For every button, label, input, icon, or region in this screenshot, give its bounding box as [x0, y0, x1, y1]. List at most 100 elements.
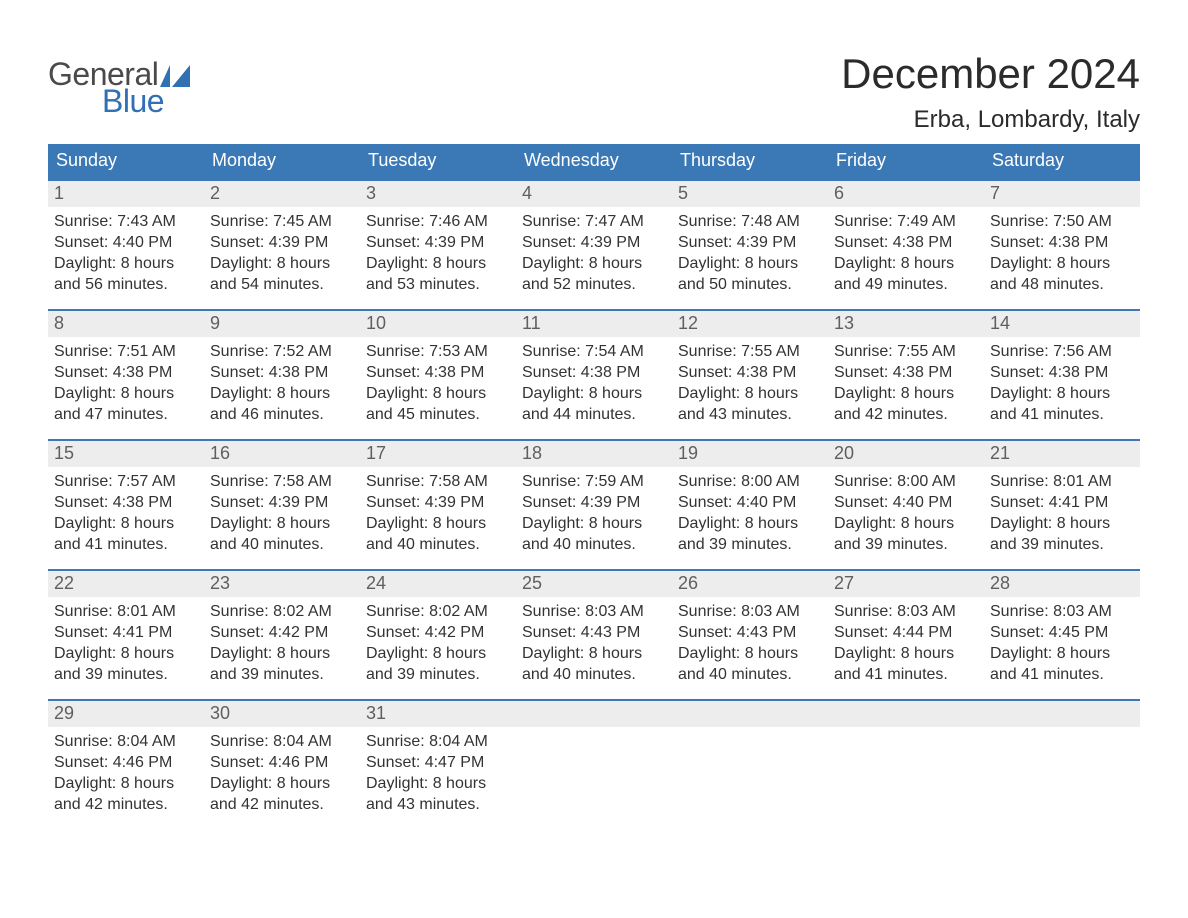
sunset-line: Sunset: 4:42 PM — [210, 622, 354, 643]
daylight-line: and 40 minutes. — [210, 534, 354, 555]
sunrise-line: Sunrise: 7:53 AM — [366, 341, 510, 362]
dow-cell: Saturday — [984, 144, 1140, 179]
day-body: Sunrise: 8:01 AMSunset: 4:41 PMDaylight:… — [984, 467, 1140, 555]
sunrise-line: Sunrise: 8:03 AM — [834, 601, 978, 622]
day-number: 21 — [984, 441, 1140, 467]
day-body: Sunrise: 7:50 AMSunset: 4:38 PMDaylight:… — [984, 207, 1140, 295]
day-cell: 9Sunrise: 7:52 AMSunset: 4:38 PMDaylight… — [204, 311, 360, 439]
daylight-line: and 39 minutes. — [54, 664, 198, 685]
daylight-line: and 45 minutes. — [366, 404, 510, 425]
sunset-line: Sunset: 4:39 PM — [366, 492, 510, 513]
day-body: Sunrise: 8:02 AMSunset: 4:42 PMDaylight:… — [204, 597, 360, 685]
location: Erba, Lombardy, Italy — [841, 106, 1140, 134]
day-body: Sunrise: 8:00 AMSunset: 4:40 PMDaylight:… — [672, 467, 828, 555]
day-number: 13 — [828, 311, 984, 337]
day-number: 2 — [204, 181, 360, 207]
sunset-line: Sunset: 4:38 PM — [366, 362, 510, 383]
daylight-line: Daylight: 8 hours — [678, 383, 822, 404]
dow-cell: Thursday — [672, 144, 828, 179]
day-body: Sunrise: 7:58 AMSunset: 4:39 PMDaylight:… — [360, 467, 516, 555]
day-cell: 3Sunrise: 7:46 AMSunset: 4:39 PMDaylight… — [360, 181, 516, 309]
sunrise-line: Sunrise: 8:01 AM — [54, 601, 198, 622]
day-number: 6 — [828, 181, 984, 207]
sunrise-line: Sunrise: 8:02 AM — [366, 601, 510, 622]
sunrise-line: Sunrise: 7:58 AM — [366, 471, 510, 492]
daylight-line: and 46 minutes. — [210, 404, 354, 425]
sunset-line: Sunset: 4:38 PM — [834, 232, 978, 253]
day-cell: 10Sunrise: 7:53 AMSunset: 4:38 PMDayligh… — [360, 311, 516, 439]
dow-cell: Monday — [204, 144, 360, 179]
day-body: Sunrise: 8:04 AMSunset: 4:46 PMDaylight:… — [204, 727, 360, 815]
sunset-line: Sunset: 4:38 PM — [990, 362, 1134, 383]
day-cell — [828, 701, 984, 829]
sunrise-line: Sunrise: 7:52 AM — [210, 341, 354, 362]
sunset-line: Sunset: 4:40 PM — [834, 492, 978, 513]
calendar: SundayMondayTuesdayWednesdayThursdayFrid… — [48, 144, 1140, 829]
day-body: Sunrise: 7:47 AMSunset: 4:39 PMDaylight:… — [516, 207, 672, 295]
sunrise-line: Sunrise: 8:03 AM — [990, 601, 1134, 622]
day-body: Sunrise: 7:46 AMSunset: 4:39 PMDaylight:… — [360, 207, 516, 295]
daylight-line: Daylight: 8 hours — [678, 643, 822, 664]
daylight-line: and 54 minutes. — [210, 274, 354, 295]
sunrise-line: Sunrise: 8:00 AM — [678, 471, 822, 492]
daylight-line: and 40 minutes. — [522, 664, 666, 685]
month-title: December 2024 — [841, 50, 1140, 98]
sunset-line: Sunset: 4:39 PM — [522, 232, 666, 253]
daylight-line: Daylight: 8 hours — [522, 253, 666, 274]
sunrise-line: Sunrise: 7:50 AM — [990, 211, 1134, 232]
day-body: Sunrise: 7:53 AMSunset: 4:38 PMDaylight:… — [360, 337, 516, 425]
sunset-line: Sunset: 4:39 PM — [210, 232, 354, 253]
daylight-line: and 43 minutes. — [678, 404, 822, 425]
sunset-line: Sunset: 4:40 PM — [54, 232, 198, 253]
sunrise-line: Sunrise: 8:01 AM — [990, 471, 1134, 492]
sunset-line: Sunset: 4:38 PM — [990, 232, 1134, 253]
day-cell: 29Sunrise: 8:04 AMSunset: 4:46 PMDayligh… — [48, 701, 204, 829]
sunrise-line: Sunrise: 8:04 AM — [210, 731, 354, 752]
daylight-line: and 41 minutes. — [54, 534, 198, 555]
daylight-line: and 39 minutes. — [210, 664, 354, 685]
day-cell: 30Sunrise: 8:04 AMSunset: 4:46 PMDayligh… — [204, 701, 360, 829]
daylight-line: Daylight: 8 hours — [366, 513, 510, 534]
day-body: Sunrise: 7:56 AMSunset: 4:38 PMDaylight:… — [984, 337, 1140, 425]
day-body: Sunrise: 8:03 AMSunset: 4:43 PMDaylight:… — [672, 597, 828, 685]
day-body: Sunrise: 8:00 AMSunset: 4:40 PMDaylight:… — [828, 467, 984, 555]
daylight-line: Daylight: 8 hours — [210, 383, 354, 404]
daylight-line: and 40 minutes. — [678, 664, 822, 685]
day-number: 25 — [516, 571, 672, 597]
daylight-line: and 56 minutes. — [54, 274, 198, 295]
day-cell: 7Sunrise: 7:50 AMSunset: 4:38 PMDaylight… — [984, 181, 1140, 309]
logo-text-blue: Blue — [102, 83, 190, 120]
daylight-line: Daylight: 8 hours — [210, 513, 354, 534]
day-body: Sunrise: 7:52 AMSunset: 4:38 PMDaylight:… — [204, 337, 360, 425]
day-body: Sunrise: 7:51 AMSunset: 4:38 PMDaylight:… — [48, 337, 204, 425]
header: General Blue December 2024 Erba, Lombard… — [48, 50, 1140, 134]
sunset-line: Sunset: 4:38 PM — [522, 362, 666, 383]
daylight-line: Daylight: 8 hours — [366, 643, 510, 664]
sunrise-line: Sunrise: 8:02 AM — [210, 601, 354, 622]
day-number: 22 — [48, 571, 204, 597]
daylight-line: Daylight: 8 hours — [54, 253, 198, 274]
day-cell: 15Sunrise: 7:57 AMSunset: 4:38 PMDayligh… — [48, 441, 204, 569]
daylight-line: and 43 minutes. — [366, 794, 510, 815]
day-number — [828, 701, 984, 727]
sunrise-line: Sunrise: 7:58 AM — [210, 471, 354, 492]
daylight-line: and 50 minutes. — [678, 274, 822, 295]
daylight-line: Daylight: 8 hours — [834, 253, 978, 274]
week-row: 15Sunrise: 7:57 AMSunset: 4:38 PMDayligh… — [48, 439, 1140, 569]
sunset-line: Sunset: 4:46 PM — [210, 752, 354, 773]
daylight-line: and 41 minutes. — [834, 664, 978, 685]
daylight-line: and 52 minutes. — [522, 274, 666, 295]
day-cell: 4Sunrise: 7:47 AMSunset: 4:39 PMDaylight… — [516, 181, 672, 309]
daylight-line: Daylight: 8 hours — [522, 643, 666, 664]
day-number: 14 — [984, 311, 1140, 337]
daylight-line: and 42 minutes. — [834, 404, 978, 425]
sunrise-line: Sunrise: 7:57 AM — [54, 471, 198, 492]
daylight-line: Daylight: 8 hours — [366, 773, 510, 794]
day-number: 31 — [360, 701, 516, 727]
day-number: 27 — [828, 571, 984, 597]
sunrise-line: Sunrise: 7:48 AM — [678, 211, 822, 232]
day-number: 23 — [204, 571, 360, 597]
day-cell: 17Sunrise: 7:58 AMSunset: 4:39 PMDayligh… — [360, 441, 516, 569]
sunset-line: Sunset: 4:38 PM — [678, 362, 822, 383]
day-number: 3 — [360, 181, 516, 207]
